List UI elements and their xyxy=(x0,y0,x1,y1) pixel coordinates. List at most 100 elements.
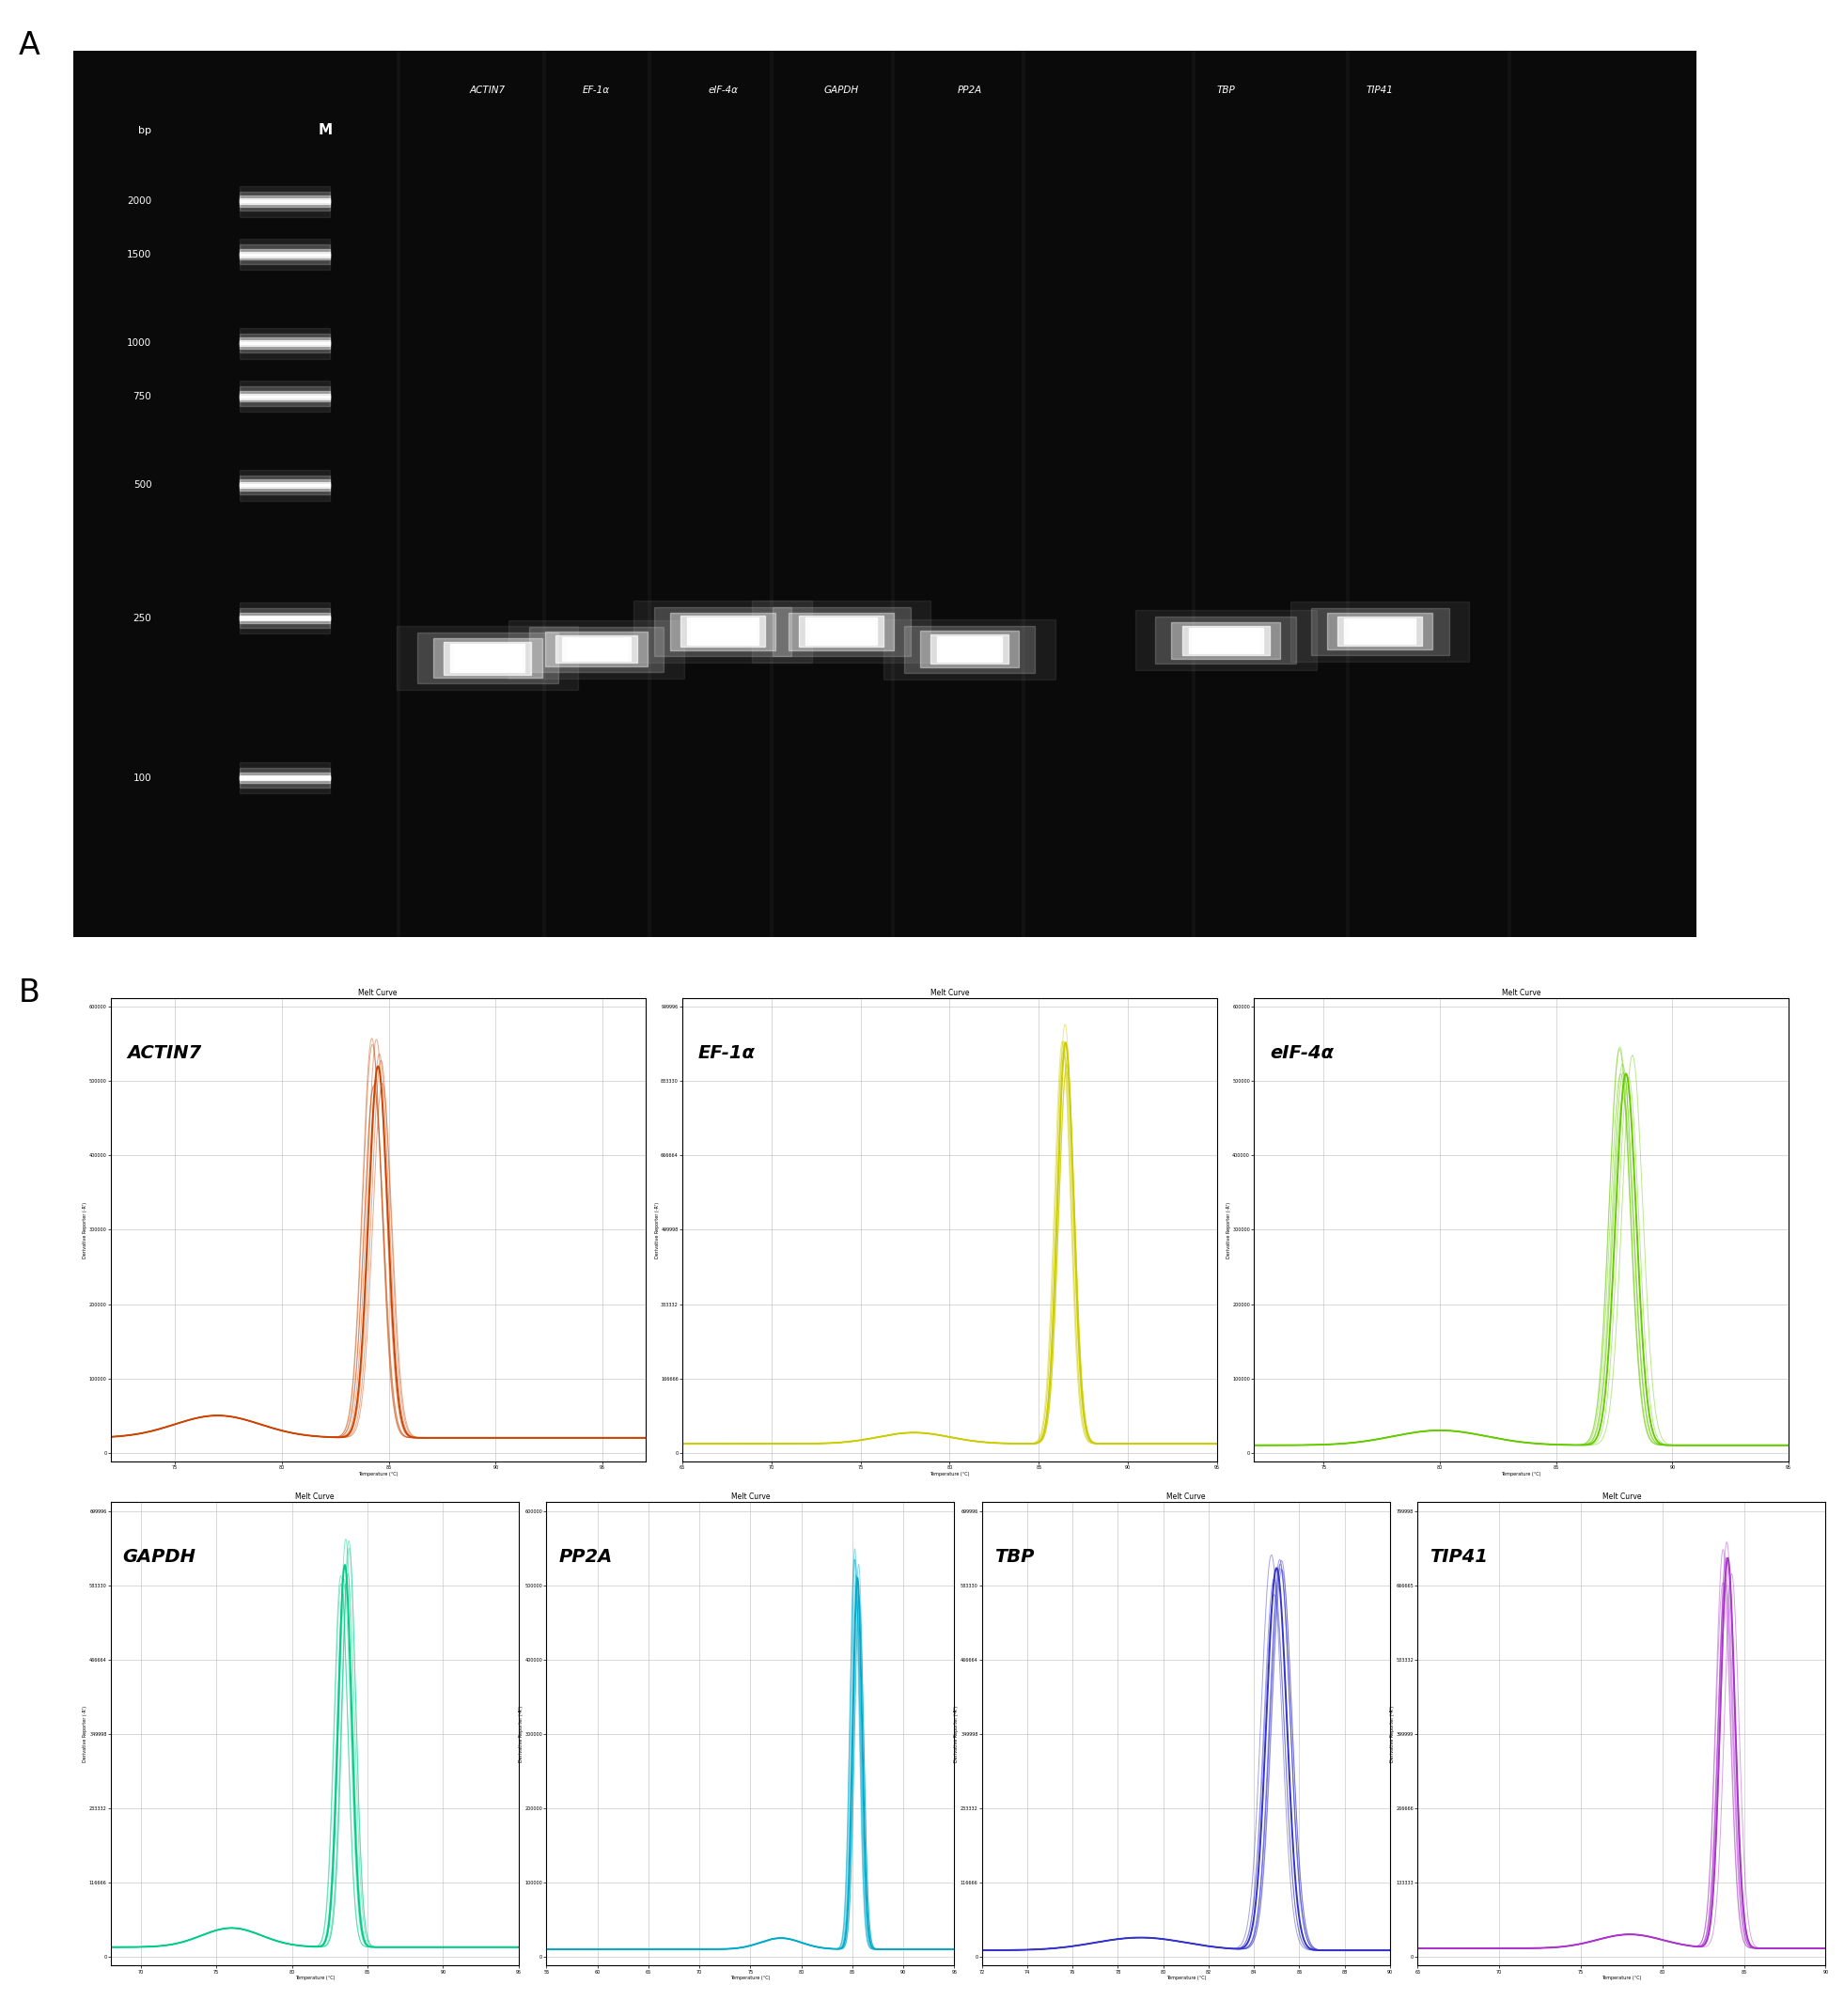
X-axis label: Temperature (°C): Temperature (°C) xyxy=(295,1976,334,1980)
Bar xyxy=(883,619,1055,679)
Bar xyxy=(433,637,542,677)
Text: GAPDH: GAPDH xyxy=(124,1548,195,1566)
Bar xyxy=(1136,611,1317,671)
Text: eIF-4α: eIF-4α xyxy=(1271,1044,1333,1062)
Bar xyxy=(1182,625,1271,655)
Bar xyxy=(396,627,579,689)
Bar xyxy=(240,603,330,633)
Bar xyxy=(789,613,894,651)
Bar xyxy=(555,635,636,663)
Bar xyxy=(688,619,758,645)
Bar xyxy=(529,627,664,671)
Bar xyxy=(240,768,330,788)
Bar xyxy=(1339,617,1422,647)
Text: 100: 100 xyxy=(133,772,151,782)
Text: EF-1α: EF-1α xyxy=(583,85,610,95)
Bar xyxy=(240,339,330,349)
Bar xyxy=(240,615,330,621)
Bar xyxy=(1189,627,1263,653)
Y-axis label: Derivative Reporter (-R'): Derivative Reporter (-R') xyxy=(655,1202,660,1258)
Text: 2000: 2000 xyxy=(127,196,151,206)
Bar xyxy=(806,619,878,645)
Bar xyxy=(904,625,1034,673)
Bar xyxy=(1191,629,1259,651)
Text: 1000: 1000 xyxy=(127,339,151,349)
Y-axis label: Derivative Reporter (-R'): Derivative Reporter (-R') xyxy=(1390,1706,1394,1762)
Bar xyxy=(1311,609,1449,655)
Bar xyxy=(240,381,330,411)
X-axis label: Temperature (°C): Temperature (°C) xyxy=(929,1472,970,1476)
Text: M: M xyxy=(319,123,332,137)
Bar xyxy=(690,619,756,643)
X-axis label: Temperature (°C): Temperature (°C) xyxy=(1501,1472,1542,1476)
Text: GAPDH: GAPDH xyxy=(824,85,859,95)
Bar xyxy=(240,609,330,627)
Bar xyxy=(240,333,330,353)
Text: PP2A: PP2A xyxy=(559,1548,612,1566)
Text: 750: 750 xyxy=(133,391,151,401)
Text: ACTIN7: ACTIN7 xyxy=(127,1044,201,1062)
Bar xyxy=(240,341,330,347)
Text: bp: bp xyxy=(138,125,151,135)
Title: Melt Curve: Melt Curve xyxy=(929,988,970,998)
Bar xyxy=(566,639,627,659)
Y-axis label: Derivative Reporter (-R'): Derivative Reporter (-R') xyxy=(518,1706,524,1762)
Bar xyxy=(240,343,330,345)
Bar xyxy=(240,387,330,405)
Bar xyxy=(240,613,330,623)
Bar xyxy=(1344,619,1416,643)
Bar xyxy=(240,391,330,401)
Bar xyxy=(1291,601,1470,661)
Text: A: A xyxy=(18,30,41,60)
Text: TBP: TBP xyxy=(994,1548,1034,1566)
Bar xyxy=(680,615,765,647)
Text: TBP: TBP xyxy=(1217,85,1235,95)
Bar xyxy=(240,192,330,212)
Bar xyxy=(450,643,526,673)
Text: EF-1α: EF-1α xyxy=(699,1044,756,1062)
Bar xyxy=(940,637,999,661)
Title: Melt Curve: Melt Curve xyxy=(295,1492,334,1502)
Bar xyxy=(240,776,330,778)
Bar xyxy=(240,484,330,486)
Bar xyxy=(1171,623,1280,659)
Bar xyxy=(1328,613,1433,649)
Y-axis label: Derivative Reporter (-R'): Derivative Reporter (-R') xyxy=(83,1202,89,1258)
Y-axis label: Derivative Reporter (-R'): Derivative Reporter (-R') xyxy=(1226,1202,1232,1258)
Bar xyxy=(634,601,811,663)
Bar xyxy=(240,762,330,792)
Bar xyxy=(444,641,531,675)
Bar xyxy=(240,395,330,397)
Text: eIF-4α: eIF-4α xyxy=(708,85,738,95)
Bar xyxy=(240,774,330,780)
Title: Melt Curve: Melt Curve xyxy=(1501,988,1542,998)
Y-axis label: Derivative Reporter (-R'): Derivative Reporter (-R') xyxy=(83,1706,89,1762)
Bar xyxy=(920,631,1020,667)
Bar xyxy=(240,254,330,256)
Text: 250: 250 xyxy=(133,613,151,623)
Text: TIP41: TIP41 xyxy=(1429,1548,1488,1566)
Title: Melt Curve: Melt Curve xyxy=(358,988,398,998)
Bar xyxy=(454,645,522,671)
Bar xyxy=(931,635,1009,663)
Text: 1500: 1500 xyxy=(127,250,151,260)
Bar xyxy=(669,613,776,651)
Bar xyxy=(1348,619,1413,643)
Bar xyxy=(240,200,330,202)
Bar xyxy=(240,238,330,270)
Bar xyxy=(509,619,684,679)
Bar xyxy=(240,470,330,500)
Bar xyxy=(773,607,911,655)
Bar xyxy=(417,633,559,683)
Y-axis label: Derivative Reporter (-R'): Derivative Reporter (-R') xyxy=(955,1706,959,1762)
Bar xyxy=(240,185,330,218)
X-axis label: Temperature (°C): Temperature (°C) xyxy=(1602,1976,1641,1980)
Bar xyxy=(655,607,791,655)
X-axis label: Temperature (°C): Temperature (°C) xyxy=(358,1472,398,1476)
Title: Melt Curve: Melt Curve xyxy=(1602,1492,1641,1502)
Bar xyxy=(240,480,330,490)
Text: ACTIN7: ACTIN7 xyxy=(470,85,505,95)
Bar xyxy=(240,198,330,204)
Bar xyxy=(546,631,647,667)
Bar xyxy=(240,393,330,399)
